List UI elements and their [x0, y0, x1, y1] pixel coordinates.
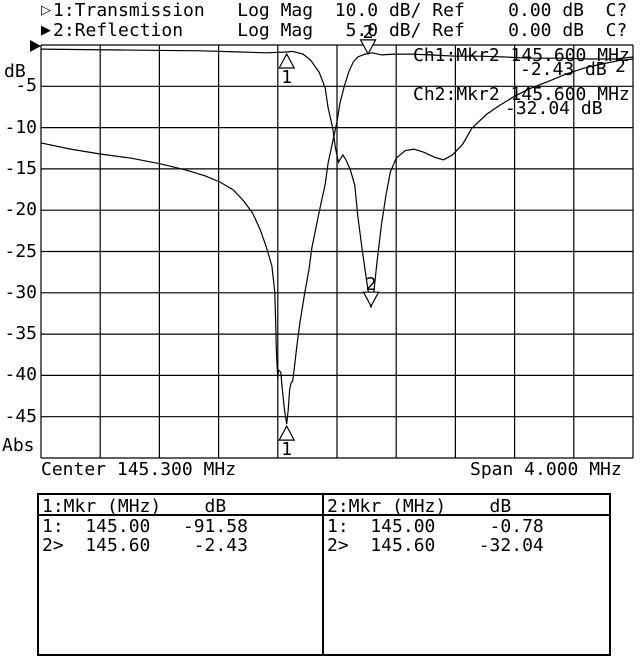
ch2-header-line: 2:Reflection Log Mag 5.0 dB/ Ref 0.00 dB…: [53, 20, 628, 41]
marker-up-triangle-icon: [278, 52, 296, 69]
marker-label: 2: [366, 274, 377, 295]
y-axis-tick: -35: [4, 323, 37, 345]
y-axis-tick: -5: [15, 75, 37, 97]
y-axis-unit-label: dB: [4, 61, 26, 82]
marker-table-header-rule: [39, 514, 609, 516]
y-axis-tick: -40: [4, 364, 37, 386]
marker-down-triangle-icon: [362, 291, 380, 308]
marker-down-triangle-icon: [359, 39, 377, 56]
marker-table-ch2-row2: 2> 145.60 -32.04: [327, 535, 544, 556]
y-axis-tick: -45: [4, 405, 37, 427]
marker-table-ch1-row1: 1: 145.00 -91.58: [42, 516, 248, 537]
y-axis-tick: -30: [4, 281, 37, 303]
marker-table-divider: [322, 495, 324, 654]
marker-table: 1:Mkr (MHz) dB 1: 145.00 -91.58 2> 145.6…: [37, 493, 611, 656]
marker-label: 1: [281, 67, 292, 88]
ch2-marker-readout-value: -32.04 dB: [505, 98, 603, 119]
ch2-active-indicator-icon: ▶: [41, 23, 51, 38]
marker-up-triangle-icon: [278, 424, 296, 441]
y-axis-abs-label: Abs: [2, 435, 35, 456]
y-axis-tick: -20: [4, 199, 37, 221]
ch1-header-line: 1:Transmission Log Mag 10.0 dB/ Ref 0.00…: [53, 0, 628, 21]
span-label: Span 4.000 MHz: [470, 459, 622, 480]
center-frequency-label: Center 145.300 MHz: [41, 459, 237, 480]
marker-table-ch1-row2: 2> 145.60 -2.43: [42, 535, 248, 556]
y-axis-tick: -15: [4, 157, 37, 179]
marker-label: 1: [281, 439, 292, 460]
ref-position-arrow-icon: [30, 40, 41, 52]
ch1-marker-readout-value: -2.43 dB: [520, 59, 607, 80]
marker-table-ch1-header: 1:Mkr (MHz) dB: [42, 496, 227, 517]
y-axis-tick: -25: [4, 240, 37, 262]
y-axis-tick: -10: [4, 116, 37, 138]
marker-table-ch2-row1: 1: 145.00 -0.78: [327, 516, 544, 537]
marker-table-ch2-header: 2:Mkr (MHz) dB: [327, 496, 512, 517]
ch1-active-indicator-icon: ▷: [41, 3, 51, 18]
